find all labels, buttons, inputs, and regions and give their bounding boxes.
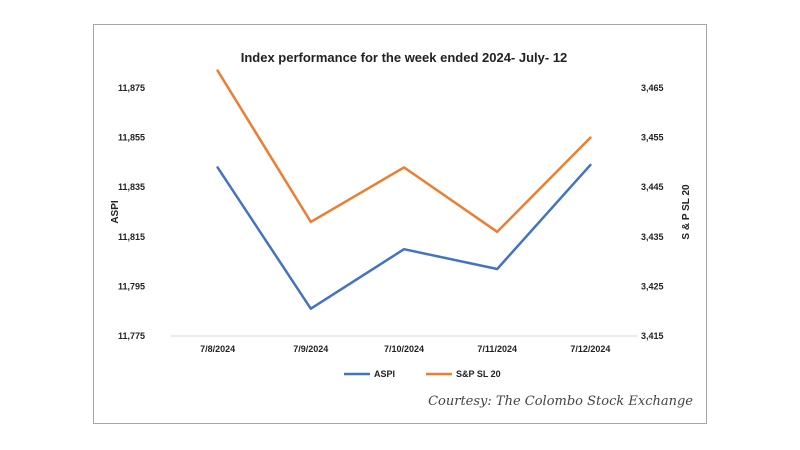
y2-tick-label: 3,455 [641, 133, 664, 143]
line-chart: Index performance for the week ended 202… [110, 50, 692, 379]
legend-label-aspi: ASPI [374, 369, 395, 379]
y2-tick-label: 3,465 [641, 83, 664, 93]
chart-frame: Index performance for the week ended 202… [93, 24, 707, 424]
y-tick-label: 11,855 [118, 133, 145, 143]
y-tick-label: 11,875 [118, 83, 145, 93]
x-tick-label: 7/8/2024 [200, 344, 235, 354]
chart-title: Index performance for the week ended 202… [241, 50, 568, 65]
x-tick-label: 7/11/2024 [477, 344, 517, 354]
y-axis-title: ASPI [110, 200, 121, 224]
legend-label-s-p-sl-20: S&P SL 20 [456, 369, 501, 379]
y-tick-label: 11,815 [118, 232, 145, 242]
y-tick-label: 11,795 [118, 281, 145, 291]
series-line-aspi [216, 163, 592, 310]
y2-tick-label: 3,425 [641, 281, 664, 291]
x-tick-label: 7/12/2024 [570, 344, 610, 354]
y-tick-label: 11,835 [118, 182, 145, 192]
y2-tick-label: 3,415 [641, 331, 664, 341]
x-tick-label: 7/10/2024 [384, 344, 424, 354]
y-tick-label: 11,775 [118, 331, 145, 341]
y2-axis-title: S & P SL 20 [681, 184, 692, 240]
credit-line: Courtesy: The Colombo Stock Exchange [428, 394, 693, 409]
series-line-s-p-sl-20 [216, 69, 592, 234]
y2-tick-label: 3,445 [641, 182, 664, 192]
x-tick-label: 7/9/2024 [293, 344, 328, 354]
y2-tick-label: 3,435 [641, 232, 664, 242]
